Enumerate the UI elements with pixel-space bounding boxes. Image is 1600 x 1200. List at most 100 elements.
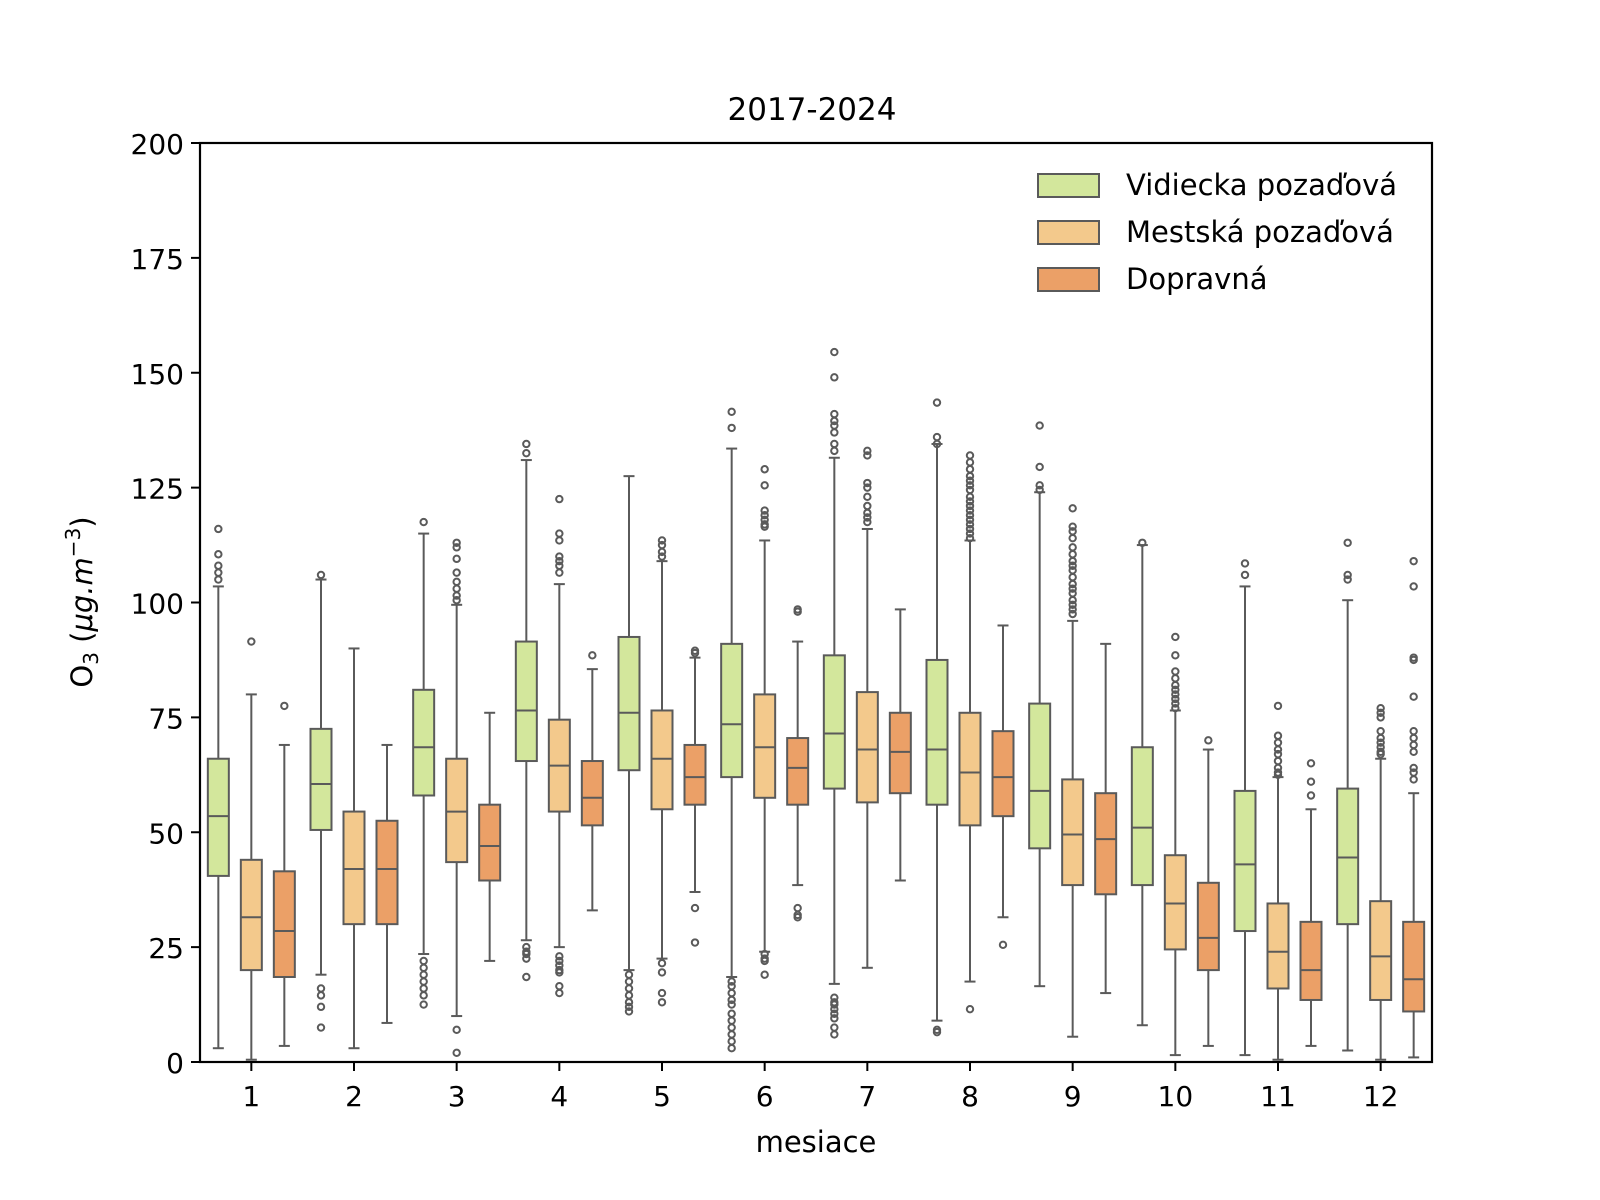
outlier-point — [1035, 421, 1044, 430]
outlier-point — [522, 954, 531, 963]
outlier-point — [932, 439, 942, 449]
outlier-point — [1273, 770, 1283, 780]
y-tick-label: 200 — [131, 128, 184, 161]
iqr-box — [822, 654, 846, 790]
y-tick-label: 125 — [131, 473, 184, 506]
outlier-point — [316, 570, 326, 580]
box-12-series-2 — [1369, 703, 1393, 1061]
outlier-point — [522, 972, 531, 982]
outlier-point — [727, 1000, 736, 1009]
outlier-point — [1068, 556, 1077, 566]
outlier-point — [452, 577, 461, 587]
outlier-point — [1376, 703, 1385, 713]
iqr-box — [412, 688, 436, 797]
iqr-box — [206, 757, 230, 877]
outlier-point — [452, 596, 461, 605]
outlier-point — [1240, 570, 1250, 580]
box-10-series-2 — [1163, 632, 1187, 1057]
outlier-point — [522, 949, 531, 959]
outlier-point — [1035, 481, 1044, 490]
outlier-point — [1068, 550, 1077, 559]
outlier-point — [1171, 694, 1180, 704]
outlier-point — [965, 515, 975, 524]
outlier-point — [1273, 731, 1283, 740]
box-5-series-2 — [650, 536, 674, 1007]
legend-label: Vidiecka pozaďová — [1126, 168, 1397, 202]
outlier-point — [1171, 690, 1180, 699]
outlier-point — [932, 1027, 942, 1037]
outlier-point — [965, 520, 975, 529]
outlier-point — [998, 940, 1008, 950]
outlier-point — [1171, 632, 1180, 642]
outlier-point — [727, 1009, 736, 1018]
iqr-box — [1336, 787, 1360, 926]
y-tick-label: 175 — [131, 243, 184, 276]
outlier-point — [624, 970, 634, 979]
box-1-series-3 — [272, 701, 296, 1047]
outlier-point — [727, 995, 736, 1005]
outlier-point — [727, 1023, 736, 1032]
outlier-point — [419, 963, 428, 973]
outlier-point — [555, 561, 564, 570]
outlier-point — [1068, 605, 1077, 614]
outlier-point — [863, 501, 872, 511]
outlier-point — [1376, 713, 1385, 722]
outlier-point — [965, 497, 975, 506]
legend-swatch — [1037, 220, 1100, 245]
outlier-point — [830, 1023, 839, 1032]
iqr-box — [514, 640, 538, 763]
outlier-point — [624, 1007, 634, 1016]
outlier-point — [452, 538, 461, 547]
x-axis: 1 2 3 4 5 6 7 8 9 10 11 12 — [242, 1062, 1398, 1113]
x-axis-label: mesiace — [756, 1125, 877, 1159]
outlier-point — [419, 991, 428, 1000]
outlier-point — [1240, 559, 1250, 568]
box-2-series-1 — [309, 570, 333, 1032]
outlier-point — [1376, 733, 1385, 743]
outlier-point — [1171, 651, 1180, 660]
outlier-point — [965, 485, 975, 495]
outlier-point — [1068, 584, 1077, 593]
outlier-point — [1409, 556, 1418, 566]
iqr-box — [1130, 746, 1154, 887]
outlier-point — [760, 522, 769, 531]
outlier-point — [1306, 791, 1316, 800]
outlier-point — [932, 398, 942, 407]
outlier-point — [1343, 538, 1352, 547]
outlier-point — [555, 968, 564, 977]
outlier-point — [419, 984, 428, 993]
outlier-point — [863, 517, 872, 527]
outlier-point — [1306, 777, 1316, 786]
iqr-box — [1402, 920, 1426, 1013]
outlier-point — [214, 524, 223, 534]
outlier-point — [1068, 600, 1077, 609]
iqr-box — [1163, 854, 1187, 951]
outlier-point — [1204, 736, 1213, 745]
outlier-point — [452, 591, 461, 600]
outlier-point — [1273, 749, 1283, 759]
iqr-box — [375, 819, 399, 926]
y-axis-label: O3 (μg.m−3) — [61, 516, 103, 687]
iqr-box — [1369, 900, 1393, 1001]
outlier-point — [555, 536, 564, 545]
iqr-box — [1299, 920, 1323, 1001]
box-7-series-3 — [888, 608, 912, 882]
outlier-point — [932, 432, 942, 442]
outlier-point — [830, 1004, 839, 1014]
x-tick-label: 4 — [550, 1080, 568, 1113]
outlier-point — [965, 501, 975, 511]
iqr-box — [342, 810, 366, 926]
outlier-point — [965, 533, 975, 543]
outlier-point — [690, 903, 700, 913]
box-11-series-2 — [1266, 701, 1290, 1061]
outlier-point — [727, 423, 736, 433]
outlier-point — [452, 554, 461, 564]
outlier-point — [760, 510, 769, 520]
outlier-point — [760, 956, 769, 966]
iqr-box — [683, 743, 707, 806]
iqr-box — [239, 858, 263, 972]
box-6-series-3 — [786, 605, 810, 922]
outlier-point — [1068, 596, 1077, 605]
outlier-point — [965, 476, 975, 485]
